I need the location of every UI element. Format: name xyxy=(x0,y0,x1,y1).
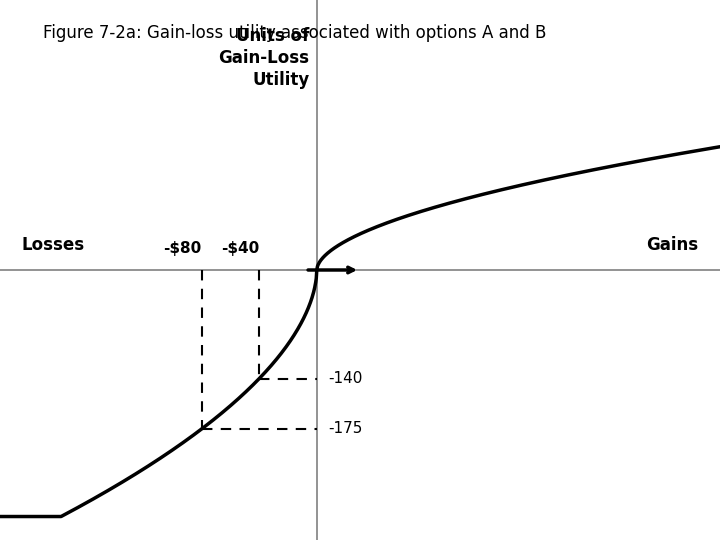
Text: -$80: -$80 xyxy=(163,241,202,256)
Text: -$40: -$40 xyxy=(221,241,259,256)
Text: Gains: Gains xyxy=(647,235,698,254)
Text: -140: -140 xyxy=(328,371,363,386)
Text: Units of
Gain-Loss
Utility: Units of Gain-Loss Utility xyxy=(219,27,310,90)
Text: Figure 7-2a: Gain-loss utility associated with options A and B: Figure 7-2a: Gain-loss utility associate… xyxy=(43,24,546,42)
Text: -175: -175 xyxy=(328,422,363,436)
Text: Losses: Losses xyxy=(22,235,85,254)
